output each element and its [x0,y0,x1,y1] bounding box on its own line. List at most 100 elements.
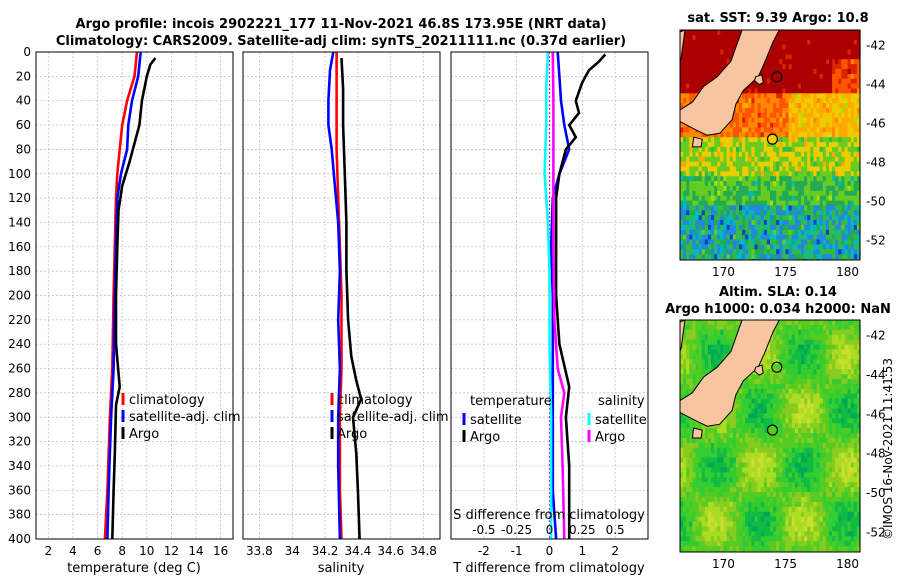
map-cell [850,161,855,168]
map-cell [689,329,693,336]
map-cell [689,166,693,172]
map-cell [801,477,805,483]
map-cell [754,398,759,405]
map-cell [853,200,858,207]
map-cell [794,59,799,65]
map-cell [717,205,721,211]
map-cell [735,185,740,192]
map-cell [788,229,793,236]
map-cell [776,482,780,488]
map-cell [779,447,783,454]
map-cell [757,103,762,109]
map-cell [723,531,728,537]
map-cell [742,98,746,104]
map-cell [773,457,777,464]
map-cell [797,496,802,503]
map-cell [788,541,793,547]
map-cell [692,54,697,60]
map-cell [782,418,787,424]
map-cell [683,190,687,197]
map-cell [701,511,706,518]
map-cell [773,88,777,94]
map-cell [683,531,687,537]
map-cell [726,229,731,236]
map-cell [832,108,836,114]
map-cell [797,171,802,177]
map-cell [757,541,762,547]
map-cell [704,349,709,355]
map-cell [797,501,802,508]
map-cell [797,516,802,523]
map-cell [797,482,802,488]
map-cell [782,428,787,434]
map-cell [788,181,793,187]
map-cell [844,239,849,245]
map-cell [726,320,731,326]
map-cell [701,195,706,202]
map-cell [735,122,740,129]
map-cell [723,127,728,133]
map-cell [729,127,734,133]
map-cell [788,349,793,355]
map-cell [788,244,793,250]
map-cell [794,511,799,518]
map-cell [763,108,768,114]
map-cell [683,83,687,90]
map-cell [813,108,818,114]
land [680,30,780,148]
map-cell [804,171,808,177]
map-cell [720,210,724,216]
map-cell [841,146,846,153]
map-cell [835,88,839,94]
map-cell [816,176,821,182]
map-cell [717,142,721,148]
map-cell [692,88,697,94]
map-cell [760,452,765,459]
map-cell [807,181,811,187]
map-cell [782,83,787,90]
map-cell [766,166,771,172]
map-cell [754,526,759,532]
map-cell [770,64,774,70]
map-cell [701,254,706,260]
map-cell [748,88,752,94]
map-cell [680,477,684,483]
map-cell [841,64,846,70]
map-cell [779,379,783,385]
map-cell [760,423,765,429]
map-cell [729,472,734,478]
map-cell [680,383,684,390]
map-cell [745,413,749,419]
map-cell [791,423,796,429]
map-cell [763,215,768,221]
map-cell [698,224,703,231]
map-cell [695,254,700,260]
map-cell [720,249,724,255]
map-cell [841,176,846,182]
map-cell [773,112,777,119]
map-cell [704,334,709,341]
map-cell [785,127,790,133]
map-cell [686,442,690,449]
map-cell [717,69,721,75]
map-cell [785,151,790,158]
map-cell [797,146,802,153]
map-cell [847,249,852,255]
map-cell [847,30,852,36]
map-cell [698,423,703,429]
map-cell [711,142,715,148]
map-cell [707,244,712,250]
map-cell [810,254,814,260]
map-cell [856,156,861,163]
map-cell [804,132,808,138]
map-cell [856,215,861,221]
map-cell [794,83,799,90]
map-cell [711,457,715,464]
map-cell [735,536,740,542]
map-cell [739,418,743,424]
map-cell [695,482,700,488]
map-cell [801,423,805,429]
map-cell [782,526,787,532]
map-cell [835,93,839,99]
map-cell [680,146,684,153]
